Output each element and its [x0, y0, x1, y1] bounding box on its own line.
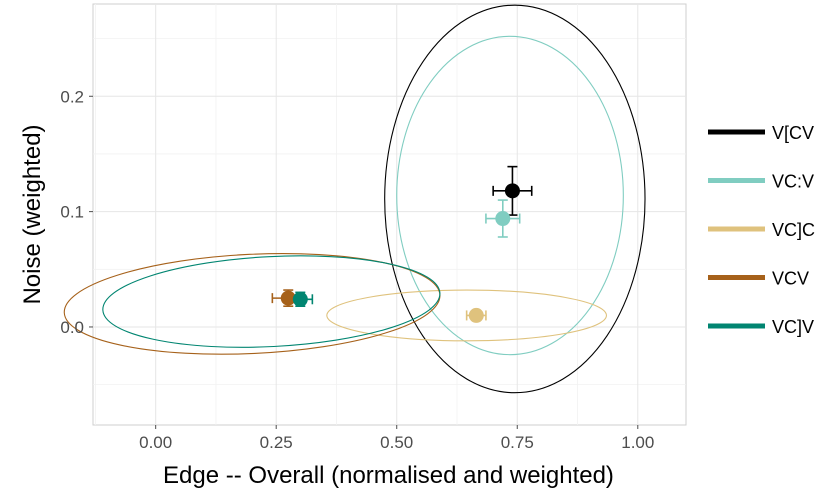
x-axis-ticks: 0.00 0.25 0.50 0.75 1.00 — [139, 425, 654, 452]
point-VC]V — [292, 291, 308, 307]
x-tick-label: 0.75 — [501, 433, 534, 452]
x-tick-label: 0.25 — [260, 433, 293, 452]
y-axis-ticks: 0.0 0.1 0.2 — [60, 87, 93, 337]
ellipse-V[CV — [384, 4, 646, 394]
x-tick-label: 0.00 — [139, 433, 172, 452]
legend-label: V[CV — [772, 123, 814, 143]
y-tick-label: 0.1 — [60, 203, 84, 222]
y-tick-label: 0.2 — [60, 87, 84, 106]
legend-item: VC]V — [708, 317, 814, 337]
legend-label: VC:V — [772, 172, 814, 192]
legend-item: V[CV — [708, 123, 814, 143]
grid-minor — [93, 4, 686, 425]
x-tick-label: 0.50 — [380, 433, 413, 452]
point-VC:V — [495, 211, 511, 227]
y-tick-label: 0.0 — [60, 318, 84, 337]
ellipse-VC]C — [326, 289, 608, 342]
ellipses — [63, 4, 646, 394]
ellipse-VC:V — [396, 35, 624, 356]
legend-label: VC]C — [772, 220, 815, 240]
panel-background — [92, 3, 687, 426]
points — [280, 183, 520, 323]
legend-item: VCV — [708, 269, 809, 289]
point-VC]C — [468, 307, 484, 323]
y-axis-title: Noise (weighted) — [19, 124, 46, 304]
ellipse-VC]V — [102, 255, 441, 348]
legend: V[CV VC:V VC]C VCV VC]V — [708, 123, 815, 337]
legend-item: VC]C — [708, 220, 815, 240]
point-VCV — [280, 290, 296, 306]
legend-item: VC:V — [708, 172, 814, 192]
x-tick-label: 1.00 — [621, 433, 654, 452]
point-V[CV — [504, 183, 520, 199]
x-axis-title: Edge -- Overall (normalised and weighted… — [163, 462, 614, 489]
legend-label: VCV — [772, 269, 809, 289]
legend-label: VC]V — [772, 317, 814, 337]
